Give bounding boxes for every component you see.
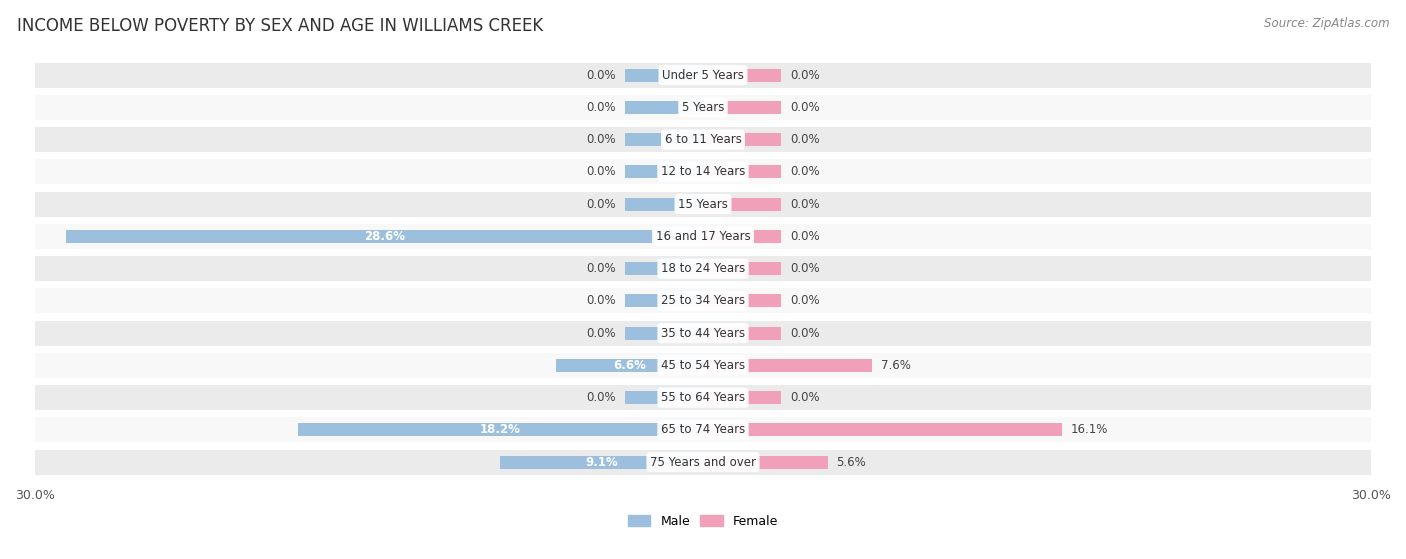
Bar [35,288,1371,314]
Bar [626,165,703,178]
Bar [626,326,703,340]
Text: 0.0%: 0.0% [586,165,616,178]
Text: 5 Years: 5 Years [682,101,724,114]
Bar [703,133,780,146]
Text: 5.6%: 5.6% [837,456,866,468]
Bar [703,295,780,307]
Bar [626,295,703,307]
Bar [35,159,1371,184]
Bar [626,391,703,404]
Bar [35,320,1371,345]
Text: 0.0%: 0.0% [586,198,616,211]
Text: 0.0%: 0.0% [586,101,616,114]
Bar [555,359,703,372]
Bar [35,95,1371,120]
Bar [703,197,780,211]
Text: 0.0%: 0.0% [790,391,820,404]
Text: 6.6%: 6.6% [613,359,645,372]
Text: 0.0%: 0.0% [790,295,820,307]
Bar [35,418,1371,443]
Bar [626,262,703,275]
Text: 9.1%: 9.1% [585,456,619,468]
Bar [35,449,1371,475]
Text: 0.0%: 0.0% [586,391,616,404]
Text: 15 Years: 15 Years [678,198,728,211]
Text: 0.0%: 0.0% [586,295,616,307]
Text: 0.0%: 0.0% [790,262,820,275]
Text: 55 to 64 Years: 55 to 64 Years [661,391,745,404]
Text: 0.0%: 0.0% [586,262,616,275]
Text: 0.0%: 0.0% [790,165,820,178]
Bar [703,230,780,243]
Text: 0.0%: 0.0% [586,326,616,340]
Text: 0.0%: 0.0% [790,69,820,82]
Text: Source: ZipAtlas.com: Source: ZipAtlas.com [1264,17,1389,30]
Text: 0.0%: 0.0% [790,230,820,243]
Text: 28.6%: 28.6% [364,230,405,243]
Bar [35,256,1371,281]
Text: 0.0%: 0.0% [586,69,616,82]
Bar [703,326,780,340]
Text: 7.6%: 7.6% [882,359,911,372]
Bar [703,165,780,178]
Text: 0.0%: 0.0% [790,101,820,114]
Bar [703,262,780,275]
Text: 16.1%: 16.1% [1070,423,1108,437]
Bar [626,133,703,146]
Text: 18 to 24 Years: 18 to 24 Years [661,262,745,275]
Bar [703,101,780,114]
Bar [703,423,1062,437]
Text: 16 and 17 Years: 16 and 17 Years [655,230,751,243]
Bar [298,423,703,437]
Bar [626,101,703,114]
Bar [35,127,1371,152]
Text: 75 Years and over: 75 Years and over [650,456,756,468]
Legend: Male, Female: Male, Female [623,510,783,533]
Bar [703,391,780,404]
Bar [501,456,703,468]
Bar [703,456,828,468]
Text: 0.0%: 0.0% [790,326,820,340]
Text: 35 to 44 Years: 35 to 44 Years [661,326,745,340]
Bar [35,63,1371,88]
Bar [626,69,703,82]
Bar [626,197,703,211]
Bar [35,385,1371,410]
Bar [703,359,872,372]
Text: 0.0%: 0.0% [790,198,820,211]
Text: 6 to 11 Years: 6 to 11 Years [665,133,741,146]
Bar [35,192,1371,217]
Bar [703,69,780,82]
Text: 0.0%: 0.0% [790,133,820,146]
Text: 0.0%: 0.0% [586,133,616,146]
Bar [66,230,703,243]
Bar [35,353,1371,378]
Text: 65 to 74 Years: 65 to 74 Years [661,423,745,437]
Text: 45 to 54 Years: 45 to 54 Years [661,359,745,372]
Text: 25 to 34 Years: 25 to 34 Years [661,295,745,307]
Text: INCOME BELOW POVERTY BY SEX AND AGE IN WILLIAMS CREEK: INCOME BELOW POVERTY BY SEX AND AGE IN W… [17,17,543,35]
Text: 18.2%: 18.2% [479,423,520,437]
Bar [35,224,1371,249]
Text: Under 5 Years: Under 5 Years [662,69,744,82]
Text: 12 to 14 Years: 12 to 14 Years [661,165,745,178]
